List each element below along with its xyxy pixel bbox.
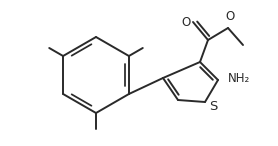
- Text: O: O: [225, 10, 235, 23]
- Text: S: S: [209, 100, 217, 113]
- Text: O: O: [181, 16, 191, 29]
- Text: NH₂: NH₂: [228, 73, 250, 86]
